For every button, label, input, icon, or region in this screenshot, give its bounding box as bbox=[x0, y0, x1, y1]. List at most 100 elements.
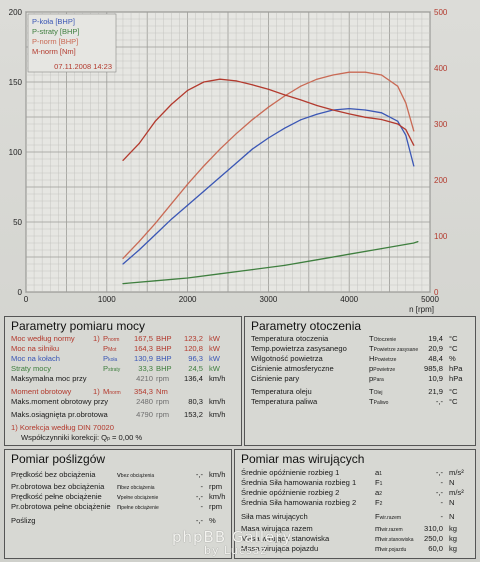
mass-symbol: mwir.razem bbox=[375, 524, 403, 535]
mass-label: Średnie opóźnienie rozbieg 2 bbox=[241, 488, 340, 497]
legend-entry: P-koła [BHP] bbox=[32, 17, 75, 26]
x-tick-label: 0 bbox=[24, 295, 29, 304]
series-point-2 bbox=[316, 78, 318, 80]
ambient-symbol: TOtoczenie bbox=[369, 334, 396, 345]
ambient-row: Ciśnienie atmosferyczne pPowietrze 985,8 hP… bbox=[251, 364, 471, 374]
param-unit-2: km/h bbox=[209, 374, 226, 383]
series-point-2 bbox=[348, 71, 350, 73]
series-point-1 bbox=[122, 283, 124, 285]
param-row: Moc na kołach Pkoła 130,9 BHP 96,3 kW bbox=[11, 354, 237, 364]
mass-symbol-letter: m bbox=[375, 544, 382, 553]
ambient-unit: °C bbox=[449, 397, 458, 406]
param-symbol-letter: P bbox=[103, 344, 109, 353]
mass-value: - bbox=[440, 498, 443, 507]
param-unit-1: BHP bbox=[156, 354, 172, 363]
mass-symbol: mwir.pojazdu bbox=[375, 544, 406, 555]
param-value-2: 80,3 bbox=[188, 397, 203, 406]
y-left-tick-label: 150 bbox=[9, 78, 23, 87]
param-value-2: 123,2 bbox=[183, 334, 203, 343]
param-label: Maks.moment obrotowy przy bbox=[11, 397, 109, 406]
series-point-3 bbox=[348, 113, 350, 115]
ambient-symbol: pPara bbox=[369, 374, 384, 385]
series-point-0 bbox=[251, 148, 253, 150]
param-label: Straty mocy bbox=[11, 364, 52, 373]
param-symbol: PMot bbox=[103, 344, 116, 355]
series-point-3 bbox=[332, 109, 334, 111]
series-point-2 bbox=[332, 74, 334, 76]
series-point-0 bbox=[138, 249, 140, 251]
ambient-label: Temperatura oleju bbox=[251, 387, 312, 396]
mass-label: Średnia Siła hamowania rozbieg 1 bbox=[241, 478, 357, 487]
series-point-3 bbox=[413, 144, 415, 146]
series-point-2 bbox=[251, 119, 253, 121]
series-point-3 bbox=[251, 84, 253, 86]
ambient-label: Ciśnienie atmosferyczne bbox=[251, 364, 334, 373]
mass-symbol-sub: 2 bbox=[379, 491, 383, 497]
series-point-2 bbox=[154, 222, 156, 224]
series-point-2 bbox=[364, 71, 366, 73]
mass-row: Siła mas wirujących Fwir.razem - N bbox=[241, 512, 473, 522]
mass-row: Średnie opóźnienie rozbieg 1 a1 -,- m/s² bbox=[241, 468, 473, 478]
slip-unit: % bbox=[209, 516, 216, 525]
slip-panel: Pomiar poślizgów Prędkość bez obciążenia… bbox=[4, 449, 232, 559]
mass-symbol: F1 bbox=[375, 478, 382, 489]
param-label: Maksymalna moc przy bbox=[11, 374, 87, 383]
series-point-2 bbox=[235, 133, 237, 135]
watermark-byline: by Lucsaz bbox=[204, 544, 268, 557]
series-point-2 bbox=[170, 203, 173, 205]
series-point-0 bbox=[122, 263, 124, 265]
ambient-symbol-letter: T bbox=[369, 387, 374, 396]
series-point-2 bbox=[283, 95, 286, 97]
mass-symbol-sub: wir.razem bbox=[381, 527, 403, 533]
ambient-symbol: TPowietrze zasysane bbox=[369, 344, 418, 355]
param-row: Maksymalna moc przy 4210 rpm 136,4 km/h bbox=[11, 374, 237, 384]
slip-symbol-sub: bez obciążenia bbox=[121, 485, 155, 491]
series-point-2 bbox=[380, 74, 383, 76]
series-point-3 bbox=[283, 94, 286, 96]
ambient-label: Wilgotność powietrza bbox=[251, 354, 323, 363]
slip-row: Prędkość bez obciążenia vbez obciążenia -,… bbox=[11, 470, 227, 480]
series-point-0 bbox=[219, 176, 221, 178]
param-value-1: 164,3 bbox=[133, 344, 153, 353]
slip-unit: km/h bbox=[209, 470, 226, 479]
ambient-value: -,- bbox=[435, 397, 443, 406]
mass-value: 310,0 bbox=[423, 524, 443, 533]
slip-row: Poślizg -,-% bbox=[11, 516, 227, 526]
series-point-3 bbox=[300, 99, 302, 101]
series-point-2 bbox=[203, 165, 205, 167]
mass-symbol-sub: 1 bbox=[379, 471, 383, 477]
mass-symbol-letter: F bbox=[375, 512, 380, 521]
param-row: Maks.moment obrotowy przy 2480 rpm 80,3 km/h bbox=[11, 397, 237, 407]
slip-label: Poślizg bbox=[11, 516, 36, 525]
series-point-1 bbox=[154, 280, 156, 282]
series-point-0 bbox=[397, 120, 399, 122]
series-point-2 bbox=[300, 85, 302, 87]
param-value-1: 33,3 bbox=[138, 364, 153, 373]
series-point-3 bbox=[154, 120, 156, 122]
series-point-3 bbox=[170, 103, 173, 105]
series-point-3 bbox=[138, 143, 140, 145]
mass-unit: kg bbox=[449, 524, 458, 533]
ambient-symbol-sub: Otoczenie bbox=[373, 337, 397, 343]
mass-label: Masa wirująca stanowiska bbox=[241, 534, 330, 543]
param-symbol-sub: Mot bbox=[108, 347, 117, 353]
series-line-3 bbox=[122, 78, 415, 161]
param-unit-2: km/h bbox=[209, 397, 226, 406]
param-value-1: 167,5 bbox=[133, 334, 153, 343]
series-point-3 bbox=[219, 78, 221, 80]
korekcja-factor-value: = 0,00 % bbox=[112, 433, 143, 442]
ambient-symbol: TOlej bbox=[369, 387, 383, 398]
legend-timestamp: 07.11.2008 14:23 bbox=[54, 62, 112, 71]
slip-symbol: vpełne obciążenie bbox=[117, 492, 158, 503]
series-point-1 bbox=[187, 277, 189, 279]
series-point-3 bbox=[397, 123, 399, 125]
ambient-unit: hPa bbox=[449, 374, 463, 383]
mass-label: Masa wirująca pojazdu bbox=[241, 544, 319, 553]
y-left-tick-label: 0 bbox=[18, 288, 23, 297]
ambient-unit: °C bbox=[449, 387, 458, 396]
mass-label: Średnia Siła hamowania rozbieg 2 bbox=[241, 498, 357, 507]
series-point-3 bbox=[405, 129, 407, 131]
param-symbol-sub: koła bbox=[108, 357, 118, 363]
ambient-symbol-sub: Powietrze zasysane bbox=[373, 347, 419, 353]
